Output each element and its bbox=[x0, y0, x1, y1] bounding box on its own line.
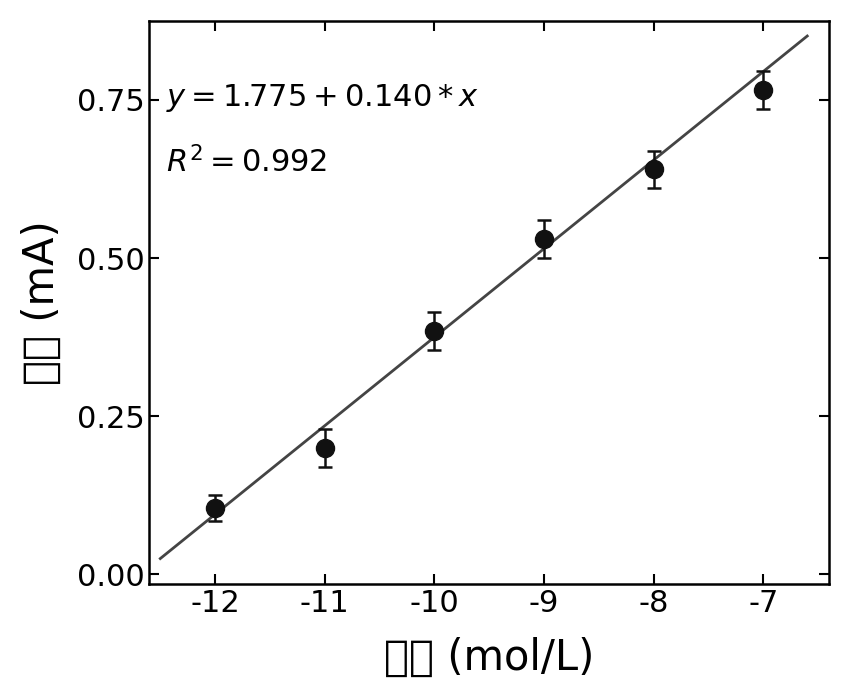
X-axis label: 浓度 (mol/L): 浓度 (mol/L) bbox=[384, 637, 594, 679]
Y-axis label: 电流 (mA): 电流 (mA) bbox=[21, 220, 63, 385]
Text: $R^2 = 0.992$: $R^2 = 0.992$ bbox=[166, 146, 326, 178]
Text: $y = 1.775 + 0.140*x$: $y = 1.775 + 0.140*x$ bbox=[166, 82, 479, 114]
